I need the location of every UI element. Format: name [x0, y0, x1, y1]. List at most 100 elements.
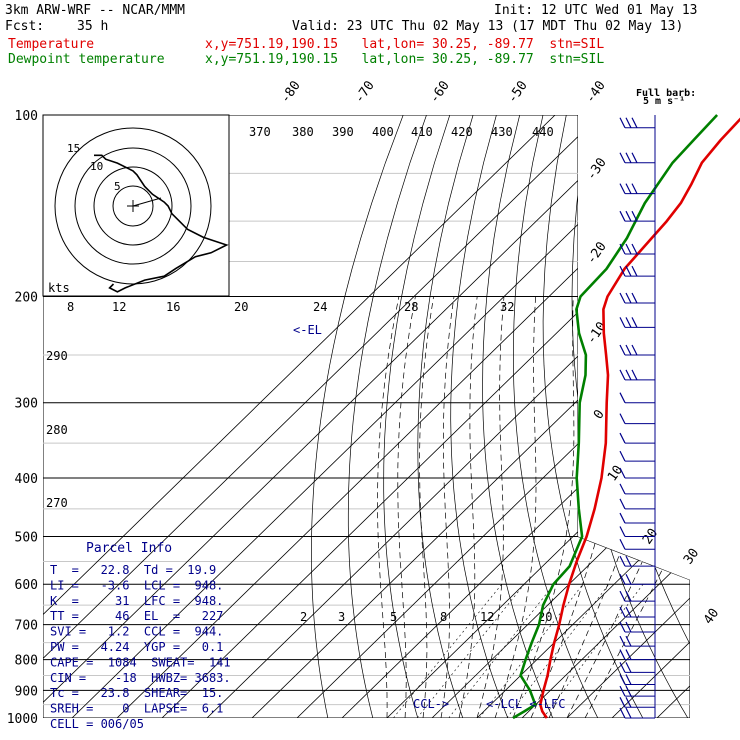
hodograph-ring: [74, 147, 192, 265]
isotherm: [566, 115, 690, 718]
model-title: 3km ARW-WRF -- NCAR/MMM: [5, 3, 186, 18]
temperature-profile: [539, 117, 740, 719]
parcel-info-box: Parcel Info T = 22.8 Td = 19.9LI = -3.6 L…: [50, 541, 231, 731]
isotherm-label: -70: [352, 78, 378, 106]
forecast-hours: 35 h: [77, 19, 109, 34]
pressure-label: 1000: [7, 712, 38, 727]
wind-barb-flag: [619, 265, 626, 277]
forecast-label: Fcst:: [5, 19, 45, 34]
wind-barb-flag: [619, 555, 626, 567]
pressure-label: 600: [15, 578, 38, 593]
wind-barb-flag: [625, 635, 632, 647]
pressure-label: 700: [15, 619, 38, 634]
isentrope-label: 440: [532, 125, 554, 139]
wind-barb-flag: [631, 210, 638, 222]
parcel-row: CIN = -18 HWBZ= 3683.: [50, 671, 231, 685]
wind-barb-flag: [619, 210, 626, 222]
annotation-label: <-EL: [293, 323, 322, 337]
wind-barb-flag: [619, 432, 626, 444]
hodograph-ring: [93, 166, 173, 246]
mixing-ratio-line: [416, 584, 525, 718]
mixing-ratio-line: [393, 584, 503, 718]
pressure-label: 300: [15, 397, 38, 412]
wind-barb-flag: [625, 117, 632, 129]
moist-adiabat: [584, 296, 690, 718]
moist-adiabat: [494, 296, 537, 718]
valid-time: Valid: 23 UTC Thu 02 May 13 (17 MDT Thu …: [292, 19, 684, 34]
parcel-row: K = 31 LFC = 948.: [50, 594, 223, 608]
wind-barb-flag: [625, 697, 632, 708]
mixing-ratio-label: 3: [338, 610, 345, 624]
dry-adiabat: [311, 115, 404, 718]
isotherm: [521, 115, 690, 718]
isotherm-label: -50: [505, 78, 531, 106]
wind-barb-flag: [631, 292, 638, 304]
isotherm: [656, 115, 690, 718]
wind-barb-flag: [631, 317, 638, 328]
mixing-ratio-label: 8: [440, 610, 447, 624]
isotherm-label: -40: [583, 78, 609, 106]
wind-barb-flag: [625, 243, 632, 255]
isotherm-label: -20: [584, 239, 610, 267]
mixing-ratio-label: 12: [112, 300, 126, 314]
dewpoint-station-info: x,y=751.19,190.15 lat,lon= 30.25, -89.77…: [205, 52, 605, 67]
parcel-row: SREH = 0 LAPSE= 6.1: [50, 702, 223, 716]
isotherm-label: -60: [427, 78, 453, 106]
wind-barb-flag: [619, 590, 626, 602]
wind-barb-flag: [619, 685, 626, 697]
wind-barb-flag: [625, 369, 632, 381]
wind-barbs: Full barb:5 m s⁻¹: [619, 88, 696, 719]
isentrope-label: 270: [46, 496, 68, 510]
wind-barb-flag: [619, 467, 626, 479]
parcel-row: T = 22.8 Td = 19.9: [50, 563, 216, 577]
wind-barb-flag: [619, 117, 626, 129]
isotherm: [43, 115, 601, 718]
wind-barb-flag: [625, 317, 632, 328]
wind-barb-flag: [625, 649, 632, 660]
isentrope-label: 400: [372, 125, 394, 139]
wind-barb-flag: [619, 573, 626, 585]
parcel-row: TT = 46 EL = 227: [50, 609, 223, 623]
wind-barb-flag: [625, 590, 632, 602]
wind-barb-flag: [619, 292, 626, 304]
wind-barb-flag: [619, 621, 626, 633]
dry-adiabat: [679, 115, 690, 718]
mixing-ratio-label: 2: [300, 610, 307, 624]
sounding-profiles: [512, 114, 740, 720]
wind-barb-flag: [619, 526, 626, 537]
wind-barb-flag: [619, 243, 626, 255]
dry-adiabat: [482, 115, 554, 718]
mixing-ratio-label: 5: [390, 610, 397, 624]
isotherm: [43, 115, 556, 718]
wind-barb-flag: [625, 662, 632, 673]
dry-adiabat: [729, 115, 740, 718]
isentrope-label: 390: [332, 125, 354, 139]
moist-adiabat: [440, 296, 455, 718]
pressure-label: 800: [15, 654, 38, 669]
mixing-ratio-line: [448, 584, 555, 718]
hodograph: 15 10 5 kts: [42, 114, 230, 297]
hodograph-units: kts: [48, 281, 70, 295]
wind-barb-flag: [631, 152, 638, 164]
wind-barb-flag: [619, 697, 626, 708]
wind-barb-flag: [631, 243, 638, 255]
pressure-label: 400: [15, 472, 38, 487]
mixing-ratio-label: 32: [500, 300, 514, 314]
wind-barb-flag: [619, 483, 626, 495]
isotherm-label: 10: [605, 463, 626, 484]
isotherm: [611, 115, 690, 718]
parcel-row: LI = -3.6 LCL = 948.: [50, 578, 223, 592]
dry-adiabat: [417, 115, 474, 718]
isotherm: [43, 115, 646, 718]
wind-barb-flag: [619, 369, 626, 381]
pressure-label: 100: [15, 109, 38, 124]
dry-adiabat: [383, 115, 451, 718]
wind-barb-flag: [619, 498, 626, 510]
dry-adiabat: [513, 115, 599, 718]
mixing-ratio-label: 24: [313, 300, 327, 314]
wind-barb-flag: [625, 292, 632, 304]
pressure-label: 200: [15, 291, 38, 306]
wind-barb-flag: [625, 573, 632, 585]
dry-adiabat: [450, 115, 509, 718]
isotherm-label: 40: [701, 606, 722, 627]
